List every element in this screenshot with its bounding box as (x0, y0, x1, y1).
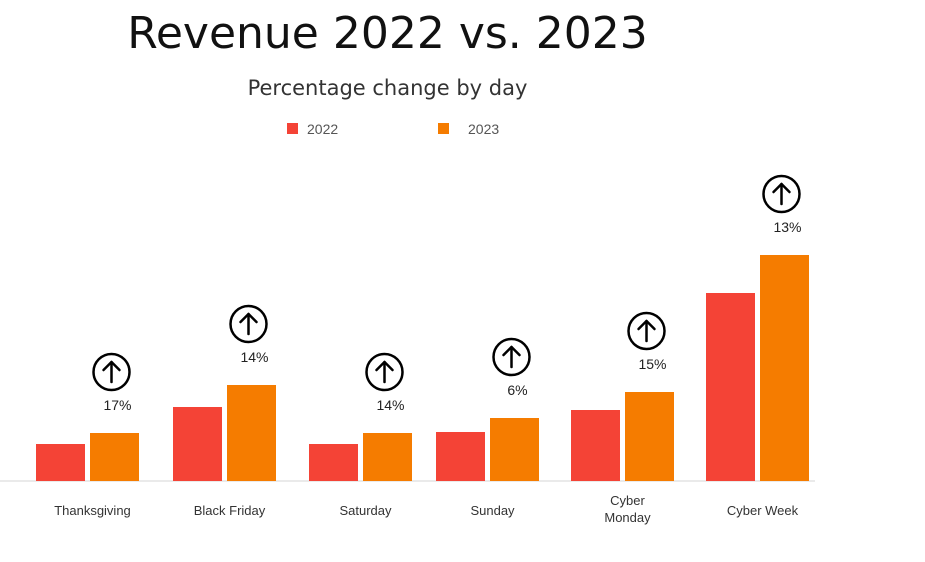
up-arrow-icons-group (92, 174, 801, 392)
bar-2022-1 (173, 407, 222, 481)
bar-2022-0 (36, 444, 85, 481)
bar-2023-1 (227, 385, 276, 481)
arrow-up-circle-icon (365, 352, 404, 392)
bars-group (36, 255, 809, 481)
pct-change-label-2: 14% (376, 397, 404, 413)
arrow-up-circle-icon (92, 352, 131, 392)
pct-change-label-0: 17% (103, 397, 131, 413)
x-tick-label-4: Cyber Monday (604, 493, 651, 525)
chart-legend: 2022 2023 (287, 121, 499, 137)
x-tick-label-3: Sunday (470, 503, 515, 518)
data-labels-group: 17% 14% 14% 6% 15% 13% (103, 219, 801, 413)
bar-2022-2 (309, 444, 358, 481)
bar-2022-4 (571, 410, 620, 481)
chart-title: Revenue 2022 vs. 2023 (127, 8, 648, 59)
bar-2022-5 (706, 293, 755, 481)
pct-change-label-3: 6% (507, 382, 527, 398)
bar-2022-3 (436, 432, 485, 481)
bar-2023-3 (490, 418, 539, 481)
arrow-up-circle-icon (627, 311, 666, 351)
x-tick-label-0: Thanksgiving (54, 503, 131, 518)
bar-2023-0 (90, 433, 139, 481)
bar-2023-5 (760, 255, 809, 481)
pct-change-label-1: 14% (240, 349, 268, 365)
legend-swatch-2023 (438, 123, 449, 134)
legend-label-2022: 2022 (307, 121, 338, 137)
x-tick-label-5: Cyber Week (727, 503, 799, 518)
pct-change-label-4: 15% (638, 356, 666, 372)
arrow-up-circle-icon (229, 304, 268, 344)
x-tick-label-1: Black Friday (194, 503, 266, 518)
bar-2023-2 (363, 433, 412, 481)
arrow-up-circle-icon (492, 337, 531, 377)
legend-label-2023: 2023 (468, 121, 499, 137)
x-tick-labels-group: Thanksgiving Black Friday Saturday Sunday Cy… (54, 493, 798, 525)
arrow-up-circle-icon (762, 174, 801, 214)
bar-2023-4 (625, 392, 674, 481)
pct-change-label-5: 13% (773, 219, 801, 235)
x-tick-label-2: Saturday (339, 503, 392, 518)
legend-swatch-2022 (287, 123, 298, 134)
chart-subtitle: Percentage change by day (247, 76, 528, 100)
